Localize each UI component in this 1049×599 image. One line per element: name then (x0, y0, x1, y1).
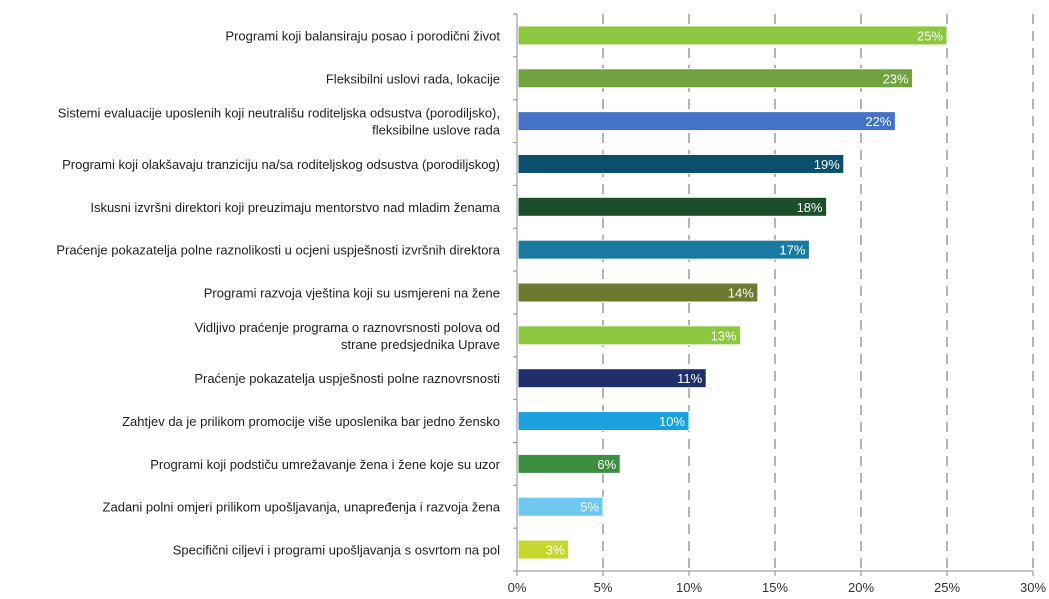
category-label: Praćenje pokazatelja polne raznolikosti … (56, 243, 500, 258)
bars-group: 25% 23% 22% 19% 18% 17% 14% 13% 11% 10% 6% 5% 3% (517, 25, 948, 560)
bar (517, 25, 948, 46)
bar (517, 68, 914, 89)
bar-value-label: 13% (711, 328, 737, 343)
category-label: Zahtjev da je prilikom promocije više up… (122, 414, 500, 429)
bar (517, 368, 707, 389)
x-axis: 0% 5% 10% 15% 20% 25% 30% (508, 13, 1046, 595)
bar-value-label: 14% (728, 286, 754, 301)
category-label: fleksibilne uslove rada (372, 123, 501, 138)
category-label: Specifični ciljevi i programi upošljavan… (173, 543, 500, 558)
bar (517, 496, 604, 517)
x-tick-label: 10% (676, 580, 702, 595)
category-label: Praćenje pokazatelja uspješnosti polne r… (194, 371, 500, 386)
bar (517, 282, 759, 303)
x-tick-label: 20% (848, 580, 874, 595)
category-label: Sistemi evaluacije uposlenih koji neutra… (58, 106, 500, 121)
bar-value-label: 10% (659, 414, 685, 429)
bar (517, 453, 621, 474)
bar (517, 239, 810, 260)
category-label: Vidljivo praćenje programa o raznovrsnos… (195, 320, 500, 335)
x-tick-label: 15% (762, 580, 788, 595)
bar-value-label: 19% (814, 157, 840, 172)
x-tick-label: 25% (934, 580, 960, 595)
bar (517, 325, 742, 346)
category-label: Programi koji podstiču umrežavanje žena … (150, 457, 500, 472)
bar (517, 196, 828, 217)
category-label: strane predsjednika Uprave (341, 337, 500, 352)
category-label: Programi koji balansiraju posao i porodi… (225, 28, 500, 43)
bar (517, 411, 690, 432)
category-labels: Programi koji balansiraju posao i porodi… (56, 28, 500, 557)
bar-value-label: 17% (779, 243, 805, 258)
bar-value-label: 11% (677, 371, 702, 386)
bar-value-label: 6% (597, 457, 616, 472)
bar-value-label: 18% (797, 200, 823, 215)
bar-value-label: 5% (580, 500, 599, 515)
category-label: Programi koji olakšavaju tranziciju na/s… (62, 157, 500, 172)
bar-value-label: 23% (883, 71, 909, 86)
bar-value-label: 22% (865, 114, 891, 129)
bar (517, 153, 845, 174)
x-tick-label: 30% (1020, 580, 1046, 595)
x-tick-label: 5% (594, 580, 613, 595)
category-label: Zadani polni omjeri prilikom upošljavanj… (103, 500, 501, 515)
x-tick-label: 0% (508, 580, 527, 595)
category-label: Iskusni izvršni direktori koji preuzimaj… (90, 200, 500, 215)
category-label: Programi razvoja vještina koji su usmjer… (204, 286, 500, 301)
bar (517, 539, 570, 560)
bar (517, 111, 896, 132)
category-label: Fleksibilni uslovi rada, lokacije (326, 71, 500, 86)
bar-value-label: 3% (546, 543, 565, 558)
bar-value-label: 25% (917, 28, 943, 43)
grid-lines (602, 14, 1034, 571)
